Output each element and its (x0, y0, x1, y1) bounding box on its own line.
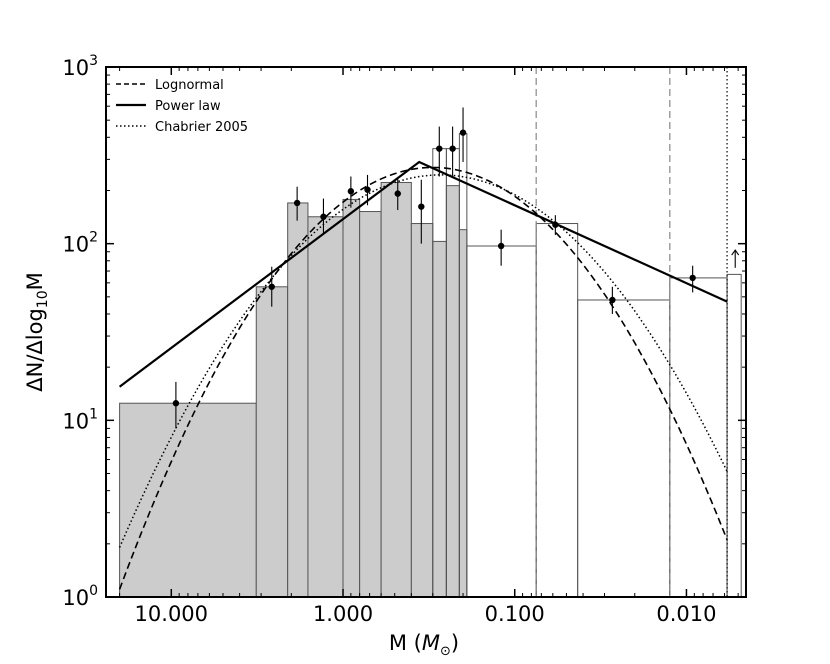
limit-lines (535, 67, 728, 597)
data-point-9 (449, 145, 456, 152)
filled-bin-8 (432, 240, 447, 598)
y-tick-label-2: 102 (62, 230, 98, 257)
filled-bin-7 (410, 223, 434, 598)
data-point-14 (689, 274, 696, 282)
y-tick-label-1: 101 (62, 406, 98, 433)
x-tick-label-0: 10.000 (135, 602, 208, 626)
data-point-5 (364, 186, 371, 193)
open-bin-6 (669, 277, 728, 598)
open-bin-7 (726, 273, 742, 598)
data-point-8 (436, 145, 443, 152)
legend-label-2: Chabrier 2005 (155, 120, 248, 135)
data-point-10 (459, 129, 467, 136)
data-point-13 (609, 296, 616, 304)
y-tick-label-0: 100 (62, 583, 98, 610)
chabrier-curve (118, 174, 728, 548)
filled-bin-1 (255, 286, 289, 598)
filled-bin-2 (287, 202, 309, 598)
y-tick-label-3: 103 (62, 53, 98, 80)
data-point-6 (394, 190, 401, 197)
open-bin-4 (535, 223, 579, 598)
x-tick-label-3: 0.010 (656, 602, 716, 626)
filled-bin-10 (458, 229, 468, 598)
data-point-11 (497, 242, 505, 250)
power-law-line (118, 160, 728, 388)
limit-arrow-head (731, 249, 740, 256)
data-points (172, 107, 740, 429)
data-point-7 (418, 203, 425, 210)
filled-bin-3 (307, 216, 344, 598)
data-point-4 (347, 188, 355, 195)
filled-bin-9 (445, 185, 460, 598)
legend-label-1: Power law (155, 99, 221, 114)
data-point-2 (293, 199, 301, 207)
data-point-0 (172, 400, 180, 407)
data-point-1 (268, 283, 275, 290)
plot-frame (105, 66, 747, 598)
x-tick-label-1: 1.000 (313, 602, 373, 626)
filled-bin-5 (359, 211, 382, 598)
y-axis-label: ΔN/Δlog10M (23, 272, 51, 391)
model-curves (118, 160, 728, 590)
data-point-3 (320, 213, 327, 220)
lognormal-curve (118, 166, 728, 590)
x-tick-label-2: 0.100 (485, 602, 545, 626)
data-point-12 (552, 221, 559, 228)
legend-label-0: Lognormal (155, 78, 224, 93)
axis-ticks: 10.000 1.000 0.100 0.010 100 101 102 103 (62, 53, 746, 626)
open-bin-3 (466, 245, 537, 598)
open-bin-5 (577, 299, 671, 598)
filled-bin-6 (380, 181, 412, 598)
legend: Lognormal Power law Chabrier 2005 (116, 78, 248, 135)
histogram-bars (119, 133, 742, 598)
x-axis-label: M (M⊙) (389, 631, 459, 659)
filled-bin-0 (119, 402, 257, 598)
filled-bin-4 (342, 198, 361, 598)
